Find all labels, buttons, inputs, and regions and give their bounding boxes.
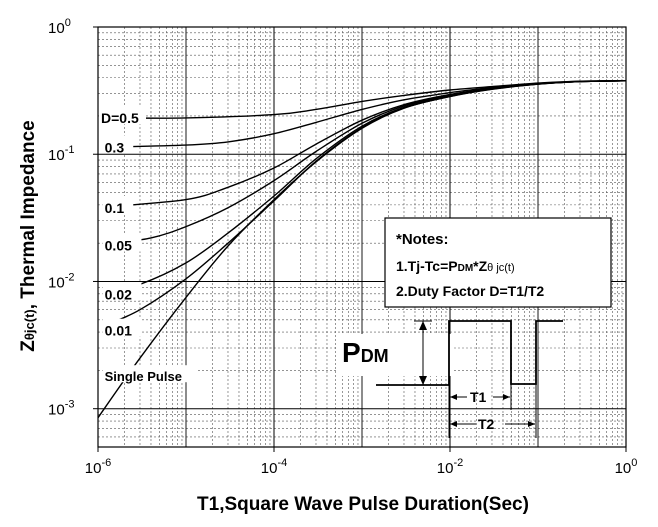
y-tick-labels: 100 10-1 10-2 10-3 — [48, 17, 98, 419]
notes-line-1: 1.Tj-Tc=PDM*Zθ jc(t) — [396, 258, 515, 274]
y-axis-title: Zθjc(t), Thermal Impedance — [18, 120, 39, 351]
notes-frame — [384, 217, 612, 308]
pulse-diagram: PDM T1 T2 — [336, 320, 563, 438]
curve-label-backdrop — [102, 318, 142, 337]
curve-label-backdrop — [102, 282, 142, 301]
curve-label: Single Pulse — [105, 369, 182, 384]
y-tick-label: 10-1 — [48, 144, 74, 164]
curve-labels: D=0.5 0.3 0.1 0.05 0.02 0.01 Single Pulse — [99, 106, 197, 384]
plot-frame — [97, 26, 627, 448]
curve-0-1 — [104, 80, 627, 208]
x-tick-label: 100 — [615, 457, 638, 477]
t2-arrow-head-left — [450, 421, 457, 427]
t2-arrow-head-right — [528, 421, 535, 427]
curve-label-backdrop — [102, 233, 142, 252]
x-tick-label: 10-6 — [85, 457, 111, 477]
x-tick-label: 10-2 — [437, 457, 463, 477]
curve-label: 0.05 — [105, 237, 132, 253]
notes-line-2: 2.Duty Factor D=T1/T2 — [396, 283, 544, 299]
pulse-waveform — [376, 320, 563, 386]
curve-label: 0.01 — [105, 323, 132, 339]
pulse-label-backdrop — [336, 334, 452, 376]
curve-label: 0.3 — [105, 139, 125, 155]
y-tick-label: 100 — [48, 17, 71, 37]
x-tick-labels: 10-6 10-4 10-2 100 — [85, 447, 638, 477]
pdm-label: PDM — [342, 337, 389, 368]
curve-label: 0.02 — [105, 286, 132, 302]
t1-arrow-head-right — [503, 394, 510, 400]
y-tick-label: 10-3 — [48, 399, 74, 419]
curve-label: 0.1 — [105, 200, 125, 216]
x-tick-label: 10-4 — [261, 457, 287, 477]
t1-arrow-head-left — [450, 394, 457, 400]
curve-label: D=0.5 — [101, 110, 139, 126]
x-axis-title: T1,Square Wave Pulse Duration(Sec) — [197, 494, 529, 515]
notes-box: *Notes: 1.Tj-Tc=PDM*Zθ jc(t) 2.Duty Fact… — [384, 217, 612, 308]
y-tick-label: 10-2 — [48, 271, 74, 291]
curve-d-0-5 — [120, 80, 627, 119]
curve-label-backdrop — [102, 365, 197, 383]
curve-label-backdrop — [102, 195, 134, 214]
curve-single-pulse — [97, 80, 627, 419]
t2-label: T2 — [478, 416, 495, 432]
t1-label: T1 — [470, 389, 487, 405]
curves — [97, 80, 627, 419]
pdm-arrow-head-bottom — [419, 376, 427, 385]
notes-title: *Notes: — [396, 231, 449, 248]
curve-label-backdrop — [102, 135, 134, 154]
pdm-arrow-head-top — [419, 321, 427, 330]
curve-0-3 — [113, 80, 627, 148]
curve-label-backdrop — [99, 106, 146, 125]
